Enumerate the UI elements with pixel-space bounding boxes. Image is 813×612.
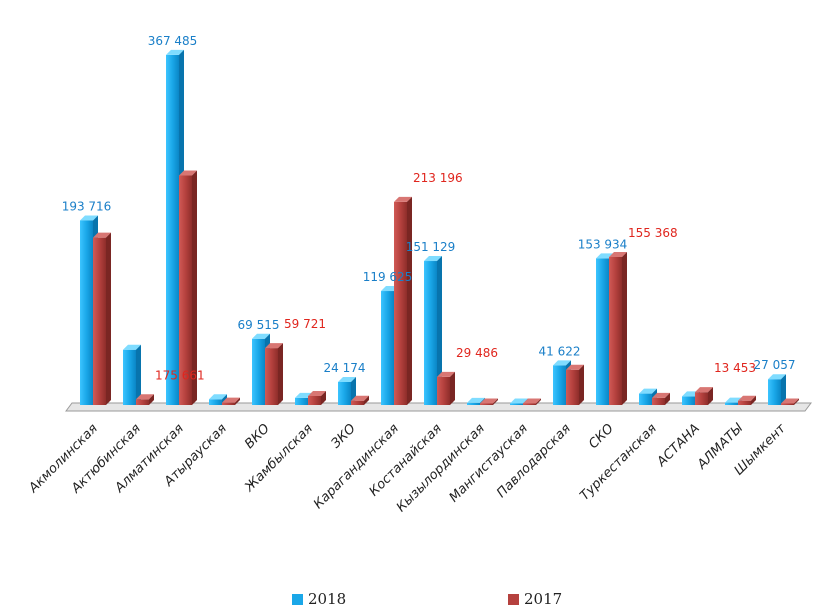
value-label-2017-12: 155 368 [628,226,678,240]
bar-2017-8 [437,371,455,405]
bar-2017-12 [609,251,627,405]
bar-2017-14 [695,387,713,405]
bar-2017-6 [351,395,369,405]
bar-2017-16 [781,398,799,405]
value-label-2017-7: 213 196 [413,171,463,185]
value-label-2018-0: 193 716 [62,199,112,213]
bar-2018-6 [338,376,356,405]
value-label-2018-2: 367 485 [148,34,198,48]
category-label-4: ВКО [242,421,273,452]
category-label-6: ЗКО [329,421,359,451]
legend-label-series-2: 2017 [524,590,563,608]
value-label-2018-8: 151 129 [406,240,456,254]
bar-2017-11 [566,364,584,405]
legend-swatch-series-1 [292,593,303,605]
category-labels-group: АкмолинскаяАктюбинскаяАлматинскаяАтыраус… [25,420,789,515]
category-label-10: Мангистауская [447,421,531,505]
bar-2017-3 [222,397,240,405]
category-label-13: Туркестанская [577,421,660,504]
value-label-2018-7: 119 625 [363,270,413,284]
value-label-2017-1: 175 661 [155,368,205,382]
bar-2018-16 [768,374,786,405]
value-label-2017-14: 13 453 [714,361,756,375]
bar-chart: 193 716 175 661 367 485 69 515 59 721 24 174 1… [25,34,812,515]
bar-2017-15 [738,395,756,405]
bar-2017-0 [93,232,111,405]
bar-2017-4 [265,343,283,405]
legend-label-series-1: 2018 [308,590,347,608]
bars-group [80,49,799,406]
bar-2017-10 [523,398,541,405]
bar-2017-2 [179,170,197,405]
value-label-2018-6: 24 174 [324,361,366,375]
value-label-2018-12: 153 934 [578,237,628,251]
category-label-11: Павлодарская [494,421,574,501]
category-label-12: СКО [586,421,617,452]
bar-2017-1 [136,394,154,405]
bar-2018-1 [123,344,141,405]
legend-item-series-1: 2018 [292,590,346,608]
bar-2017-9 [480,398,498,405]
value-label-2017-8: 29 486 [456,346,498,360]
value-label-2017-4: 59 721 [284,317,326,331]
bar-2017-5 [308,390,326,405]
legend: 2018 2017 [0,588,813,612]
value-labels-group: 193 716 175 661 367 485 69 515 59 721 24 174 1… [62,34,796,382]
legend-item-series-2: 2017 [508,590,562,608]
bar-2018-8 [424,256,442,405]
bar-2017-7 [394,196,412,405]
legend-swatch-series-2 [508,593,519,605]
value-label-2018-16: 27 057 [754,358,796,372]
value-label-2018-11: 41 622 [539,344,581,358]
value-label-2018-4: 69 515 [238,318,280,332]
bar-2017-13 [652,392,670,405]
